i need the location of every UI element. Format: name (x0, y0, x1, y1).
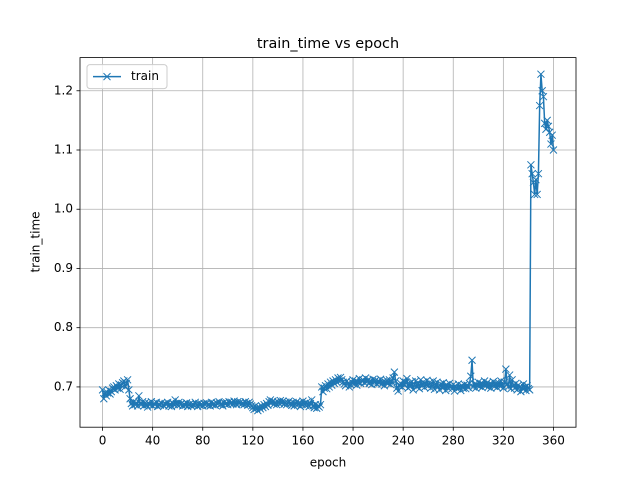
plot-frame (79, 57, 577, 428)
marker (491, 379, 500, 388)
marker (539, 92, 548, 101)
marker (345, 383, 354, 391)
marker (123, 375, 132, 384)
marker (106, 390, 114, 398)
marker (530, 190, 539, 199)
marker (460, 380, 469, 389)
marker (390, 368, 399, 376)
marker (483, 378, 491, 387)
marker (440, 382, 449, 391)
marker (316, 400, 325, 409)
y-tick-label: 1.1 (54, 143, 73, 157)
marker (518, 384, 526, 392)
marker (142, 400, 151, 409)
marker (528, 169, 537, 178)
legend-label: train (131, 69, 159, 83)
x-tick-label: 120 (241, 434, 264, 448)
marker (337, 375, 346, 384)
y-tick-label: 1.2 (54, 83, 73, 97)
marker (351, 377, 360, 385)
marker (548, 131, 557, 140)
marker (470, 380, 479, 388)
y-tick-label: 0.7 (54, 379, 73, 393)
marker (547, 140, 555, 148)
y-tick-label: 1.0 (54, 202, 73, 216)
x-tick-label: 200 (342, 434, 365, 448)
marker (466, 372, 475, 381)
marker (527, 160, 535, 169)
marker (532, 175, 540, 184)
x-tick-label: 240 (392, 434, 415, 448)
marker (307, 396, 316, 404)
marker (415, 384, 424, 393)
marker (543, 116, 552, 125)
x-tick-label: 80 (195, 434, 210, 448)
marker (505, 371, 514, 379)
marker (476, 379, 485, 388)
legend-frame (86, 64, 168, 90)
y-tick-label: 0.9 (54, 261, 73, 275)
marker (399, 377, 408, 385)
marker (533, 190, 542, 199)
legend-marker (103, 72, 111, 81)
marker (116, 385, 124, 394)
marker (117, 381, 126, 389)
marker (485, 380, 494, 388)
y-axis-label: train_time (29, 211, 43, 272)
marker (502, 365, 510, 374)
marker (534, 169, 543, 178)
marker (468, 356, 476, 365)
marker (126, 394, 134, 403)
marker (349, 375, 357, 384)
marker (332, 378, 341, 387)
marker (535, 101, 544, 110)
marker (549, 146, 558, 154)
legend: train (86, 64, 168, 90)
marker (474, 378, 483, 387)
marker (315, 403, 324, 411)
marker (453, 384, 461, 393)
marker (336, 373, 345, 382)
x-tick-label: 40 (145, 434, 160, 448)
marker (538, 86, 547, 95)
x-axis-label: epoch (310, 456, 347, 470)
marker (438, 383, 446, 392)
y-tick-label: 0.8 (54, 320, 73, 334)
marker (186, 399, 195, 408)
marker (296, 402, 305, 411)
x-tick-label: 0 (99, 434, 107, 448)
chart-title: train_time vs epoch (257, 36, 399, 52)
marker (403, 374, 411, 383)
marker (537, 70, 545, 79)
x-tick-label: 160 (291, 434, 314, 448)
marker (391, 377, 400, 385)
marker (544, 122, 553, 131)
marker (135, 391, 143, 400)
marker (124, 386, 133, 394)
x-tick-label: 360 (542, 434, 565, 448)
x-tick-label: 280 (442, 434, 465, 448)
marker (495, 381, 504, 390)
x-tick-label: 320 (492, 434, 515, 448)
marker (525, 386, 534, 394)
